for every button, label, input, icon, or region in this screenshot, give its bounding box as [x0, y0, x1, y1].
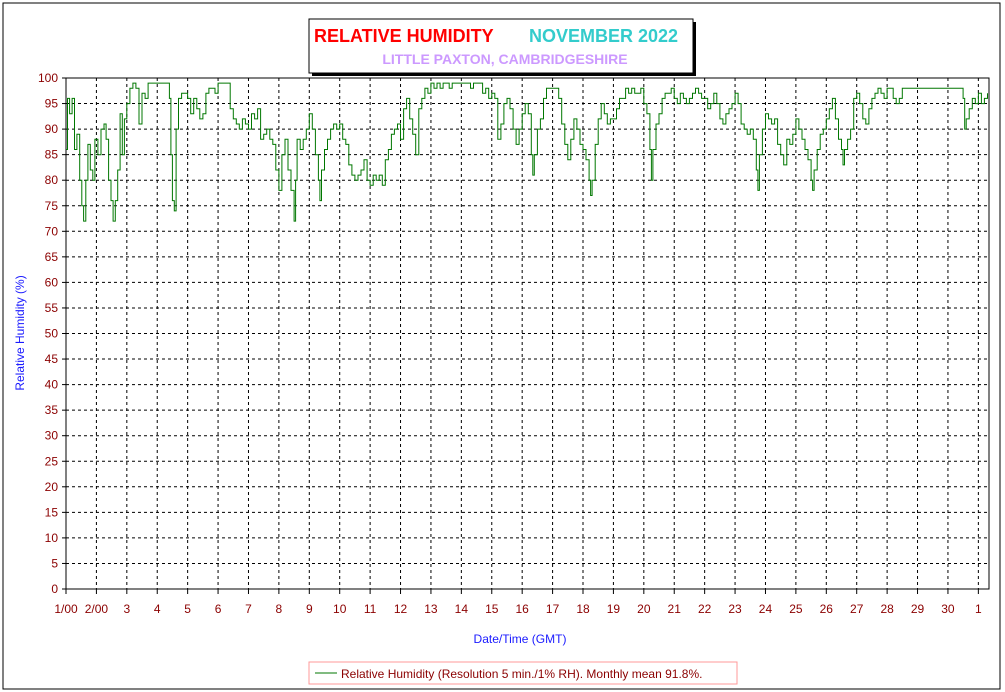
y-tick-label: 0: [51, 582, 58, 596]
y-tick-label: 25: [45, 454, 59, 468]
x-tick-label: 4: [154, 602, 161, 616]
y-tick-label: 90: [45, 122, 59, 136]
chart-title-month: NOVEMBER 2022: [529, 26, 678, 46]
y-axis-ticks: 0 5 10 15 20 25 30 35 40 45 50 55 60 65 70 75 80 85 90 95 10…: [38, 71, 66, 596]
x-tick-label: 22: [698, 602, 712, 616]
x-tick-label: 25: [789, 602, 803, 616]
y-tick-label: 100: [38, 71, 58, 85]
y-tick-label: 15: [45, 505, 59, 519]
x-tick-label: 26: [820, 602, 834, 616]
x-tick-label: 14: [455, 602, 469, 616]
x-tick-label: 6: [215, 602, 222, 616]
x-tick-label: 15: [485, 602, 499, 616]
x-tick-label: 23: [728, 602, 742, 616]
series-layer: [66, 82, 988, 222]
x-tick-label: 1: [975, 602, 982, 616]
x-tick-label: 10: [333, 602, 347, 616]
y-tick-label: 85: [45, 148, 59, 162]
chart-title: RELATIVE HUMIDITY: [314, 26, 494, 46]
y-tick-label: 80: [45, 173, 59, 187]
x-tick-label: 16: [515, 602, 529, 616]
x-tick-label: 11: [364, 602, 377, 616]
legend-box: [308, 661, 738, 685]
y-tick-label: 55: [45, 301, 59, 315]
x-axis-label: Date/Time (GMT): [474, 632, 567, 646]
y-tick-label: 65: [45, 250, 59, 264]
x-tick-label: 19: [607, 602, 621, 616]
y-tick-label: 75: [45, 199, 59, 213]
y-tick-label: 10: [45, 531, 59, 545]
y-tick-label: 50: [45, 327, 59, 341]
x-tick-label: 12: [394, 602, 408, 616]
x-axis-ticks: 1/00 2/00 3 4 5 6 7 8 9 10 11 12 13 14 15 16 17 18 19 20 21 2…: [54, 589, 982, 616]
x-tick-label: 21: [668, 602, 682, 616]
x-tick-label: 29: [911, 602, 925, 616]
x-tick-label: 30: [941, 602, 955, 616]
y-tick-label: 40: [45, 378, 59, 392]
x-tick-label: 28: [880, 602, 894, 616]
x-tick-label: 8: [276, 602, 283, 616]
grid: [66, 78, 989, 589]
title-box: [308, 18, 694, 74]
y-tick-label: 95: [45, 97, 59, 111]
x-tick-label: 2/00: [85, 602, 109, 616]
y-tick-label: 35: [45, 403, 59, 417]
x-tick-label: 5: [184, 602, 191, 616]
y-tick-label: 30: [45, 429, 59, 443]
x-tick-label: 1/00: [54, 602, 78, 616]
series-line-relative-humidity: [66, 82, 988, 222]
x-tick-label: 17: [546, 602, 560, 616]
legend-entry: Relative Humidity (Resolution 5 min./1% …: [341, 667, 702, 681]
y-tick-label: 45: [45, 352, 59, 366]
x-tick-label: 9: [306, 602, 313, 616]
x-tick-label: 20: [637, 602, 651, 616]
x-tick-label: 24: [759, 602, 773, 616]
y-tick-label: 20: [45, 480, 59, 494]
y-axis-label: Relative Humidity (%): [13, 275, 27, 390]
x-tick-label: 18: [576, 602, 590, 616]
y-tick-label: 70: [45, 224, 59, 238]
x-tick-label: 27: [850, 602, 864, 616]
x-tick-label: 3: [123, 602, 130, 616]
y-tick-label: 60: [45, 275, 59, 289]
chart-subtitle: LITTLE PAXTON, CAMBRIDGESHIRE: [382, 51, 627, 67]
y-tick-label: 5: [51, 556, 58, 570]
x-tick-label: 13: [424, 602, 438, 616]
x-tick-label: 7: [245, 602, 252, 616]
